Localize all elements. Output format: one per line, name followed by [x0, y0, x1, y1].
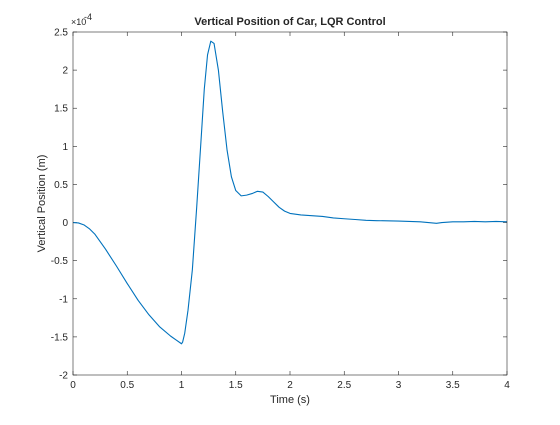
- y-tick-label: 1.5: [54, 104, 68, 115]
- x-tick-label: 3: [396, 380, 402, 391]
- x-tick-label: 4: [504, 380, 510, 391]
- plot-box: [72, 31, 508, 376]
- y-tick-label: -2: [59, 371, 68, 382]
- y-tick-label: 1: [62, 142, 68, 153]
- y-tick-label: 0.5: [54, 180, 68, 191]
- x-tick-label: 0.5: [120, 380, 134, 391]
- y-tick-label: 2.5: [54, 28, 68, 39]
- chart-title: Vertical Position of Car, LQR Control: [194, 16, 385, 28]
- plot-background: [73, 32, 507, 375]
- y-axis-label: Vertical Position (m): [36, 155, 48, 253]
- y-exponent-power: -4: [84, 12, 92, 22]
- y-tick-label: -0.5: [51, 256, 69, 267]
- x-tick-label: 1.5: [229, 380, 243, 391]
- x-tick-label: 0: [70, 380, 76, 391]
- y-tick-label: 2: [62, 66, 68, 77]
- y-tick-label: -1: [59, 294, 68, 305]
- y-tick-label: -1.5: [51, 332, 69, 343]
- series-line: [72, 40, 508, 345]
- y-exponent-label: ×10: [71, 17, 86, 27]
- x-tick-label: 2.5: [337, 380, 351, 391]
- x-tick-label: 2: [287, 380, 293, 391]
- x-tick-label: 1: [179, 380, 185, 391]
- x-tick-label: 3.5: [446, 380, 460, 391]
- y-tick-label: 0: [62, 218, 68, 229]
- x-axis-label: Time (s): [270, 394, 310, 406]
